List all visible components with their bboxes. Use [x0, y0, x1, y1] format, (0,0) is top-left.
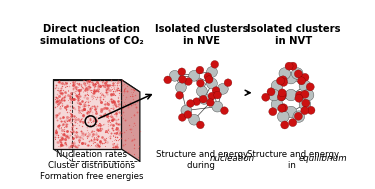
Circle shape — [289, 119, 297, 127]
Circle shape — [267, 88, 275, 96]
Circle shape — [271, 80, 283, 92]
Circle shape — [301, 73, 309, 81]
Circle shape — [295, 94, 303, 102]
Circle shape — [199, 94, 210, 104]
Circle shape — [164, 76, 172, 84]
Circle shape — [280, 78, 288, 86]
Circle shape — [280, 104, 288, 112]
Circle shape — [276, 77, 285, 85]
Circle shape — [196, 121, 204, 129]
Circle shape — [278, 104, 286, 112]
Circle shape — [301, 90, 309, 98]
Circle shape — [301, 107, 309, 115]
Circle shape — [279, 76, 287, 84]
Circle shape — [289, 62, 297, 70]
Circle shape — [302, 99, 310, 107]
Circle shape — [189, 70, 200, 81]
Text: Structure and energy
during: Structure and energy during — [156, 150, 248, 170]
Circle shape — [184, 111, 192, 118]
Circle shape — [291, 68, 303, 79]
Circle shape — [196, 66, 204, 74]
Circle shape — [285, 62, 293, 70]
Text: Nucleation rates
Cluster distributions
Formation free energies: Nucleation rates Cluster distributions F… — [40, 150, 144, 181]
Circle shape — [294, 112, 302, 120]
Polygon shape — [121, 80, 140, 161]
Circle shape — [285, 89, 297, 101]
Circle shape — [279, 68, 291, 79]
Circle shape — [285, 72, 297, 84]
Polygon shape — [53, 80, 140, 92]
Circle shape — [281, 121, 289, 129]
Circle shape — [196, 86, 207, 97]
Circle shape — [271, 98, 283, 110]
Circle shape — [187, 100, 194, 107]
Circle shape — [212, 87, 220, 94]
Circle shape — [214, 91, 222, 99]
Circle shape — [205, 76, 213, 83]
Circle shape — [184, 78, 192, 85]
Circle shape — [208, 92, 216, 100]
Text: nucleation: nucleation — [210, 154, 255, 163]
Circle shape — [200, 95, 207, 103]
Circle shape — [277, 93, 285, 101]
Circle shape — [217, 84, 228, 94]
Circle shape — [176, 82, 186, 93]
Circle shape — [178, 114, 186, 121]
Circle shape — [278, 89, 286, 97]
Circle shape — [212, 101, 223, 112]
Circle shape — [181, 105, 192, 116]
Polygon shape — [53, 80, 121, 149]
Circle shape — [176, 91, 183, 99]
Circle shape — [178, 68, 186, 76]
Circle shape — [207, 78, 218, 89]
Circle shape — [297, 77, 306, 85]
Circle shape — [196, 79, 204, 87]
Circle shape — [296, 91, 303, 99]
Circle shape — [220, 107, 228, 115]
Circle shape — [299, 80, 311, 92]
Circle shape — [204, 73, 212, 80]
Text: Isolated clusters
in NVE: Isolated clusters in NVE — [155, 24, 249, 46]
Circle shape — [268, 89, 280, 101]
Text: Direct nucleation
simulations of CO₂: Direct nucleation simulations of CO₂ — [40, 24, 144, 46]
Circle shape — [211, 60, 219, 68]
Circle shape — [285, 106, 297, 118]
Circle shape — [207, 99, 214, 106]
Circle shape — [170, 70, 180, 81]
FancyArrowPatch shape — [99, 94, 151, 119]
Circle shape — [306, 83, 314, 91]
Circle shape — [207, 67, 218, 77]
Text: equilibrium: equilibrium — [299, 154, 347, 163]
Circle shape — [307, 106, 315, 114]
Text: Structure and energy
in: Structure and energy in — [247, 150, 339, 170]
Circle shape — [269, 108, 277, 116]
Circle shape — [262, 93, 270, 101]
Circle shape — [299, 98, 311, 110]
Text: Isolated clusters
in NVT: Isolated clusters in NVT — [247, 24, 340, 46]
Circle shape — [178, 76, 186, 83]
Circle shape — [294, 70, 302, 78]
Circle shape — [224, 79, 232, 87]
Circle shape — [189, 114, 200, 125]
Circle shape — [293, 111, 304, 122]
Circle shape — [302, 89, 314, 101]
Circle shape — [193, 98, 200, 105]
FancyArrowPatch shape — [245, 90, 250, 95]
Circle shape — [279, 91, 286, 99]
Circle shape — [278, 111, 289, 122]
